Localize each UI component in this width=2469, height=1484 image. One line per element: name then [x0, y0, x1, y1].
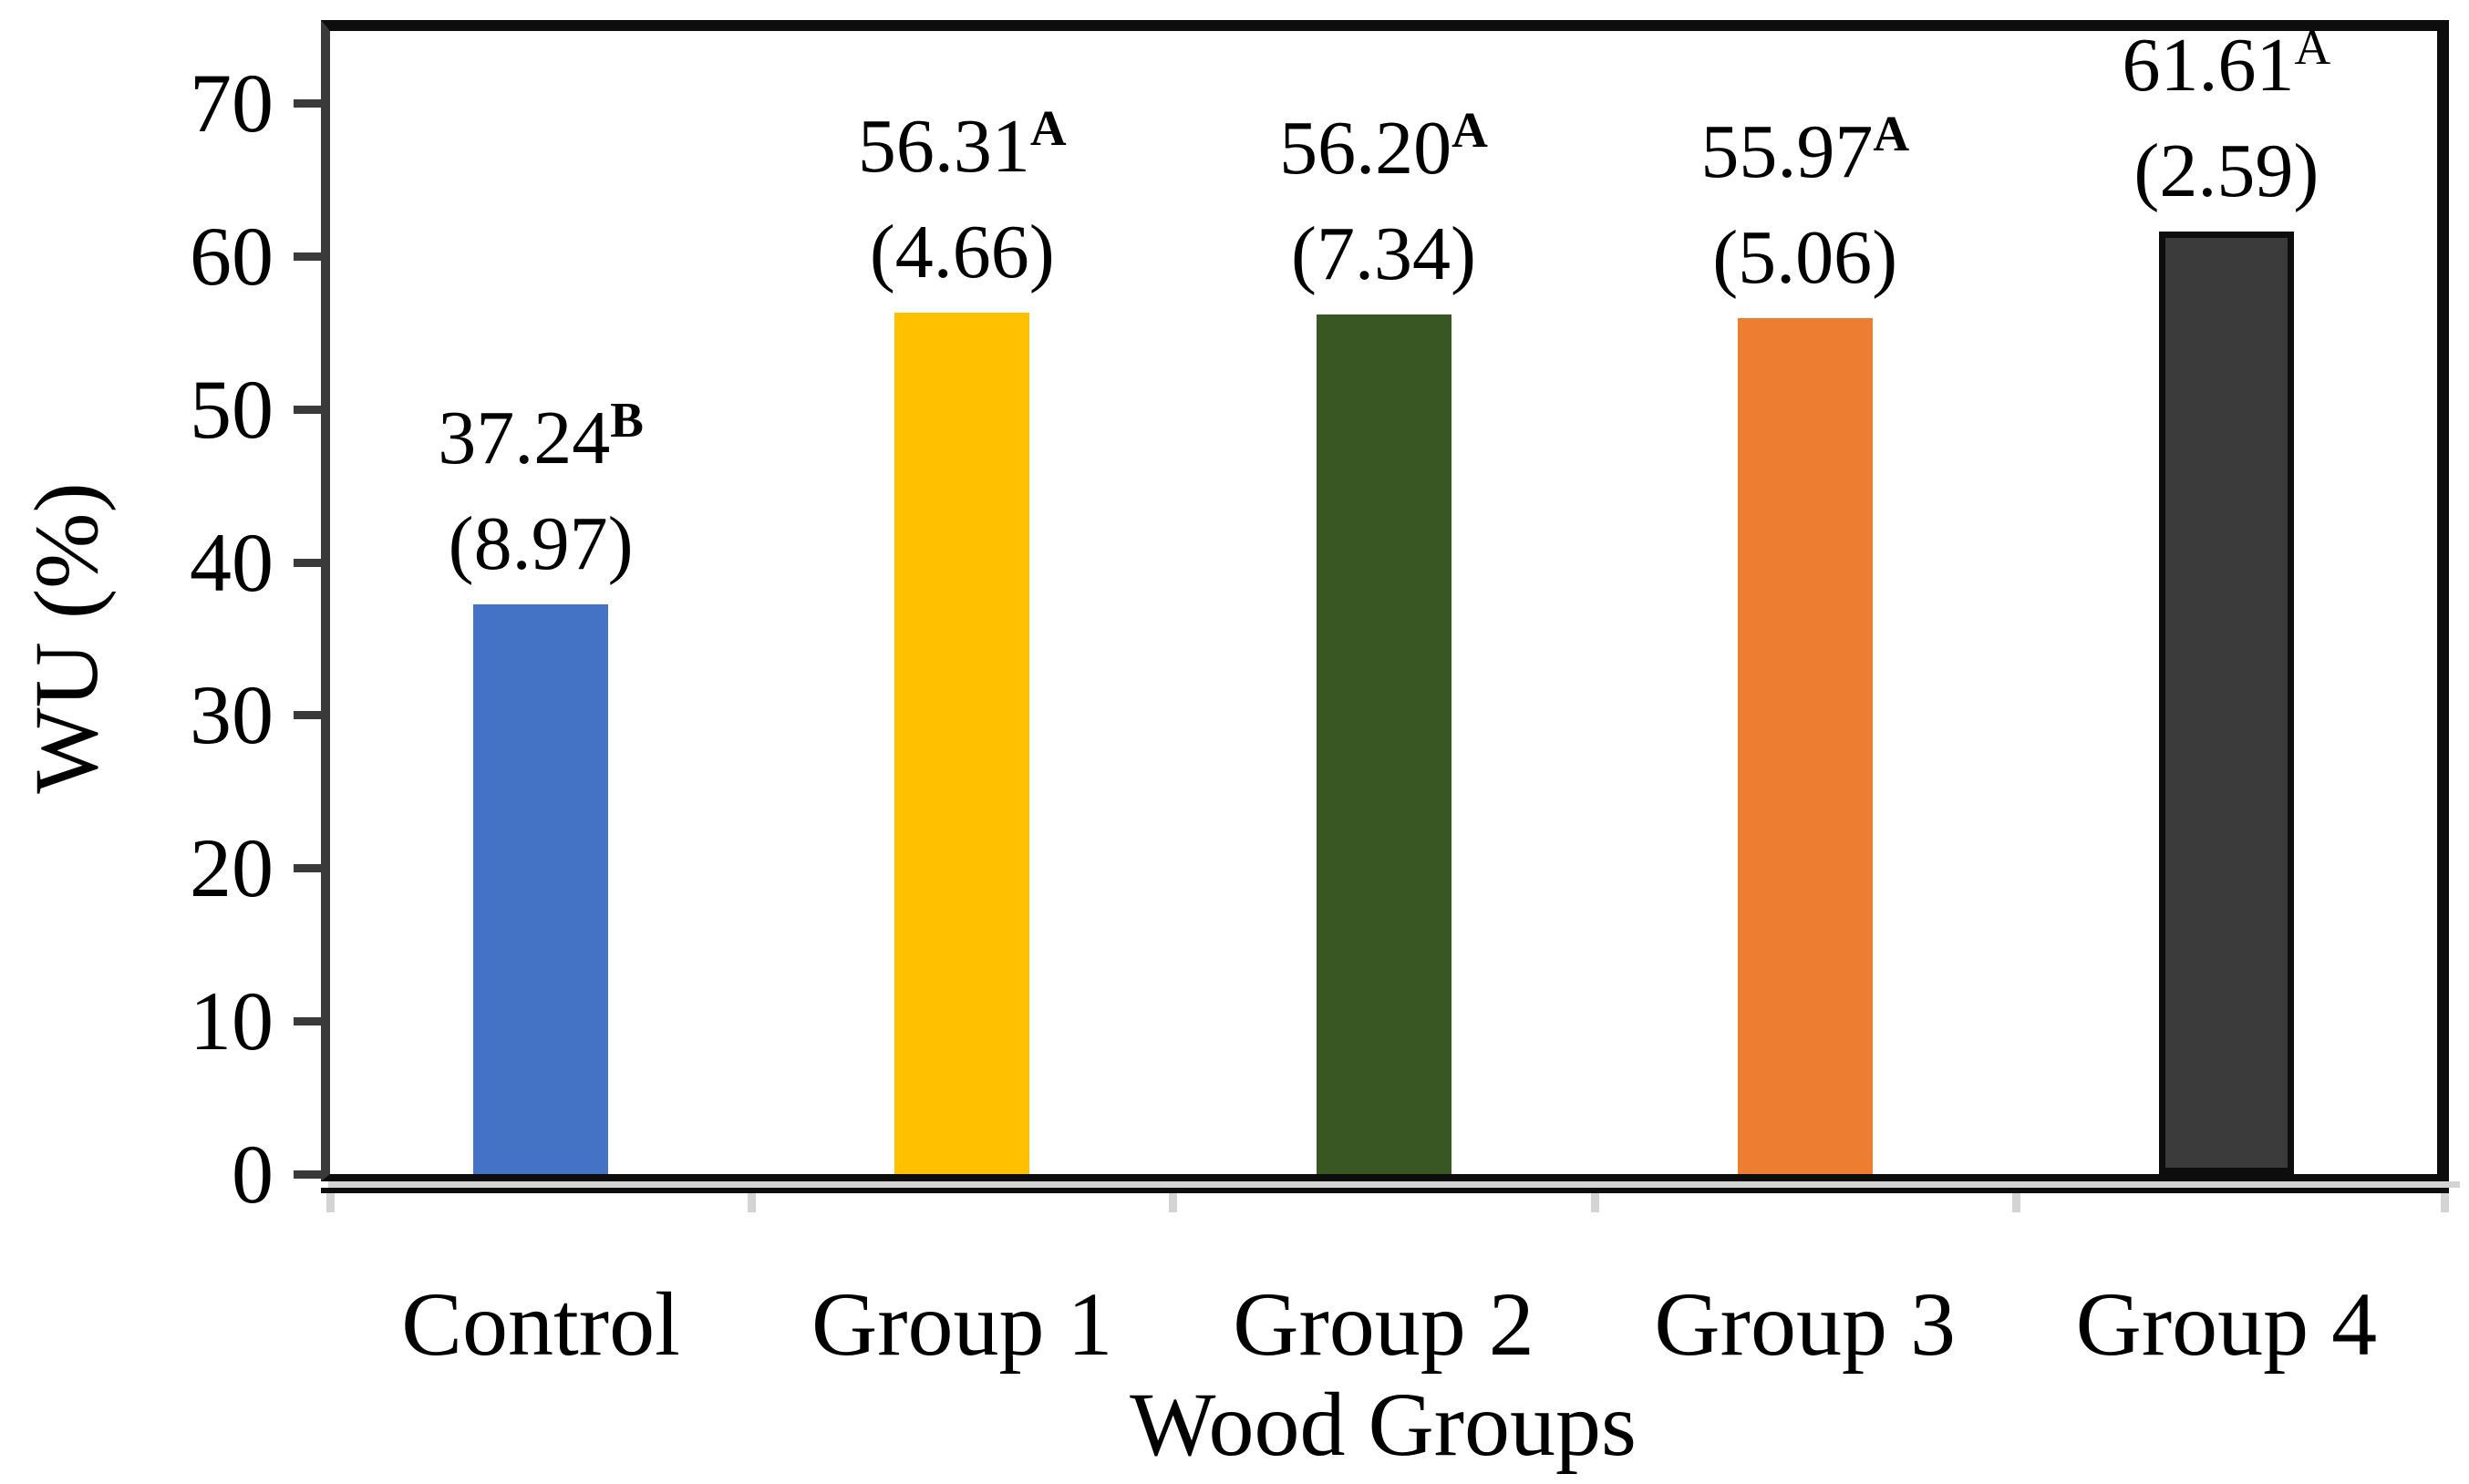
data-label-group-2: 56.20A (7.34) — [1101, 96, 1667, 307]
x-axis-line — [321, 1188, 2449, 1193]
bar-control — [473, 604, 609, 1174]
x-tick — [2441, 1193, 2449, 1212]
x-category-label: Group 1 — [811, 1273, 1113, 1375]
significance-letter: A — [1029, 100, 1067, 156]
y-tick-label: 60 — [190, 209, 274, 303]
y-tick-label: 10 — [190, 974, 274, 1068]
y-tick-label: 30 — [190, 668, 274, 762]
x-tick — [2011, 1193, 2020, 1212]
significance-letter: A — [2294, 19, 2331, 75]
data-label-group-1: 56.31A (4.66) — [679, 94, 1245, 305]
bar-sd: (4.66) — [869, 210, 1055, 294]
plot-inner — [330, 31, 2437, 1174]
y-tick — [294, 99, 321, 108]
bar-sd: (2.59) — [2133, 129, 2319, 213]
y-tick — [294, 558, 321, 567]
x-category-label: Group 3 — [1654, 1273, 1956, 1375]
bar-value: 55.97 — [1700, 109, 1874, 194]
y-tick-label: 70 — [190, 57, 274, 149]
bar-sd: (5.06) — [1712, 215, 1898, 300]
x-tick — [1169, 1193, 1178, 1212]
x-category-label: Group 4 — [2075, 1273, 2378, 1375]
bar-value: 37.24 — [438, 396, 611, 480]
x-axis-shadow-band — [328, 1181, 2460, 1188]
significance-letter: A — [1873, 106, 1910, 161]
bar-group-1 — [894, 313, 1030, 1174]
y-tick-label: 50 — [190, 362, 274, 456]
x-tick — [1590, 1193, 1599, 1212]
y-tick-label: 40 — [190, 515, 274, 609]
plot-area — [321, 20, 2449, 1181]
y-tick-label: 20 — [190, 821, 274, 915]
data-label-group-4: 61.61A (2.59) — [1944, 13, 2469, 224]
bar-value: 56.31 — [857, 104, 1030, 189]
significance-letter: A — [1451, 102, 1488, 158]
y-tick — [294, 864, 321, 873]
y-tick — [294, 1017, 321, 1026]
bar-group-2 — [1316, 314, 1451, 1174]
y-tick — [294, 405, 321, 414]
bar-group-3 — [1737, 318, 1873, 1174]
data-label-control: 37.24B (8.97) — [258, 386, 823, 597]
y-tick — [294, 711, 321, 720]
y-tick — [294, 252, 321, 261]
bar-group-4 — [2158, 232, 2294, 1174]
x-category-label: Control — [401, 1273, 680, 1375]
bar-sd: (7.34) — [1291, 211, 1476, 296]
x-tick — [326, 1193, 335, 1212]
bar-value: 56.20 — [1279, 106, 1452, 191]
y-tick-label: 0 — [232, 1128, 274, 1221]
data-label-group-3: 55.97A (5.06) — [1523, 99, 2088, 311]
significance-letter: B — [610, 392, 644, 448]
y-tick — [294, 1170, 321, 1179]
x-axis-title: Wood Groups — [1130, 1374, 1637, 1475]
bar-sd: (8.97) — [448, 501, 634, 586]
bar-value: 61.61 — [2122, 23, 2295, 108]
x-category-label: Group 2 — [1233, 1273, 1534, 1375]
x-tick — [748, 1193, 757, 1212]
